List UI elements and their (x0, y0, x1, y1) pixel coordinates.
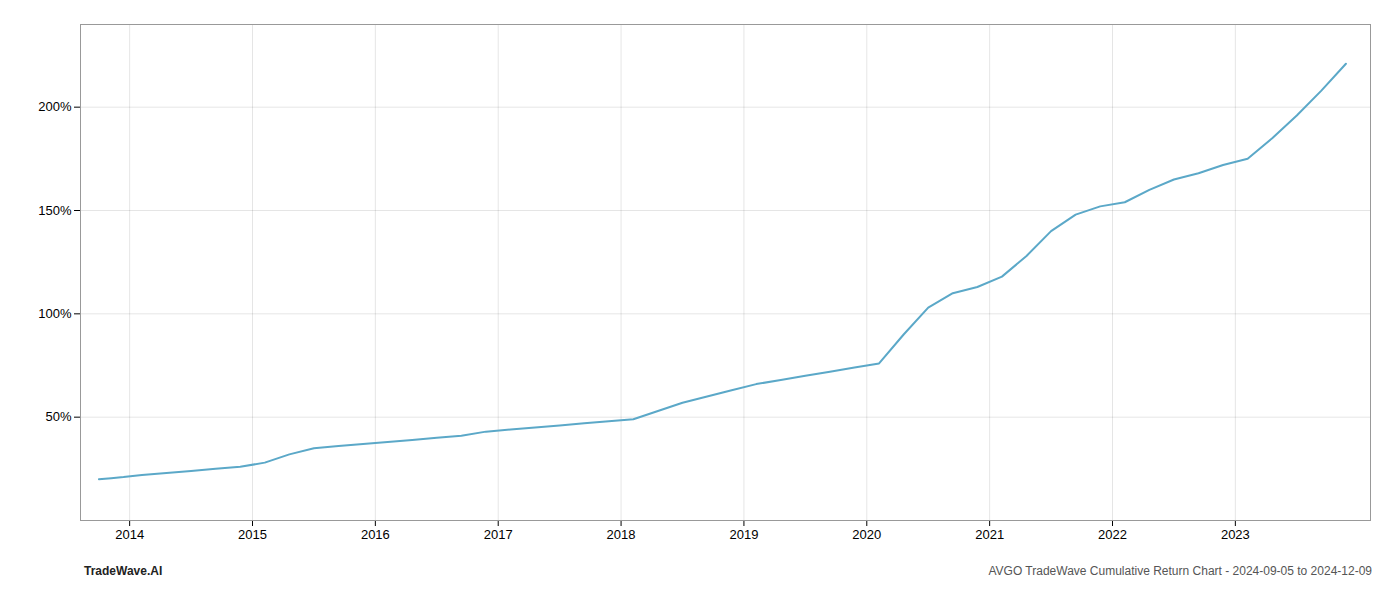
svg-text:100%: 100% (38, 306, 72, 321)
svg-text:2015: 2015 (238, 527, 267, 542)
svg-text:200%: 200% (38, 99, 72, 114)
svg-text:2014: 2014 (115, 527, 144, 542)
html-text:AVGO TradeWave Cumulative Retu: AVGO TradeWave Cumulative Return Chart -… (988, 564, 1372, 578)
svg-text:2021: 2021 (975, 527, 1004, 542)
html-text:TradeWave.AI: TradeWave.AI (84, 564, 163, 578)
svg-text:2019: 2019 (729, 527, 758, 542)
svg-text:2018: 2018 (607, 527, 636, 542)
svg-text:2016: 2016 (361, 527, 390, 542)
svg-text:150%: 150% (38, 203, 72, 218)
svg-text:2017: 2017 (484, 527, 513, 542)
svg-text:50%: 50% (45, 409, 71, 424)
svg-text:2023: 2023 (1221, 527, 1250, 542)
svg-text:2020: 2020 (852, 527, 881, 542)
svg-text:2022: 2022 (1098, 527, 1127, 542)
